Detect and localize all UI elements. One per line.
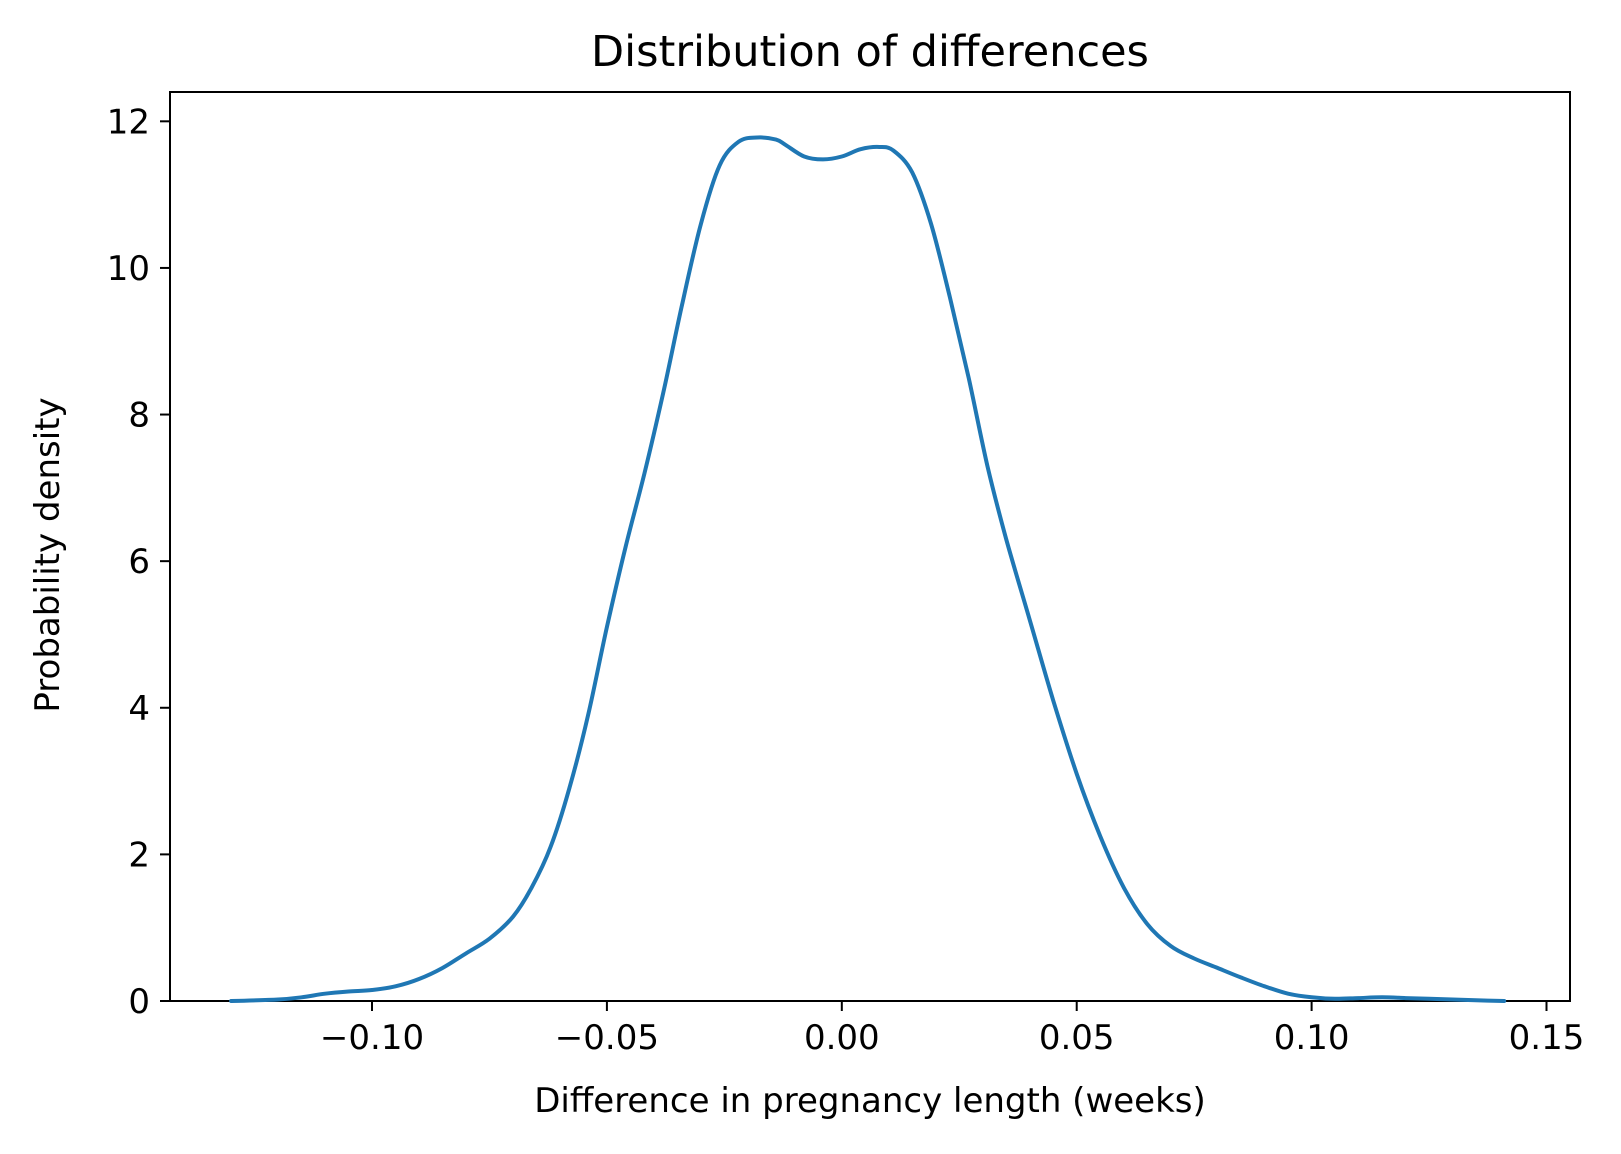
x-tick-label: −0.10: [320, 1018, 424, 1058]
y-tick-label: 0: [128, 982, 150, 1022]
y-axis: 0 2 4 6 8 10 12: [107, 102, 170, 1022]
y-tick-label: 12: [107, 102, 150, 142]
y-tick-label: 4: [128, 689, 150, 729]
y-tick-label: 6: [128, 542, 150, 582]
y-tick-label: 2: [128, 835, 150, 875]
density-curve: [229, 135, 1507, 1003]
x-tick-label: −0.05: [555, 1018, 659, 1058]
y-tick-label: 10: [107, 249, 150, 289]
plot-area: [169, 91, 1571, 1002]
x-axis-label: Difference in pregnancy length (weeks): [534, 1081, 1206, 1121]
x-tick-label: 0.10: [1274, 1018, 1350, 1058]
x-axis: −0.10 −0.05 0.00 0.05 0.10 0.15: [320, 1001, 1584, 1058]
y-axis-label: Probability density: [28, 397, 68, 712]
y-tick-label: 8: [128, 396, 150, 436]
plot-frame: [169, 91, 1571, 1002]
x-tick-label: 0.15: [1509, 1018, 1585, 1058]
x-tick-label: 0.00: [804, 1018, 880, 1058]
chart-title: Distribution of differences: [591, 27, 1149, 77]
x-tick-label: 0.05: [1039, 1018, 1115, 1058]
series-layer: [229, 135, 1507, 1003]
